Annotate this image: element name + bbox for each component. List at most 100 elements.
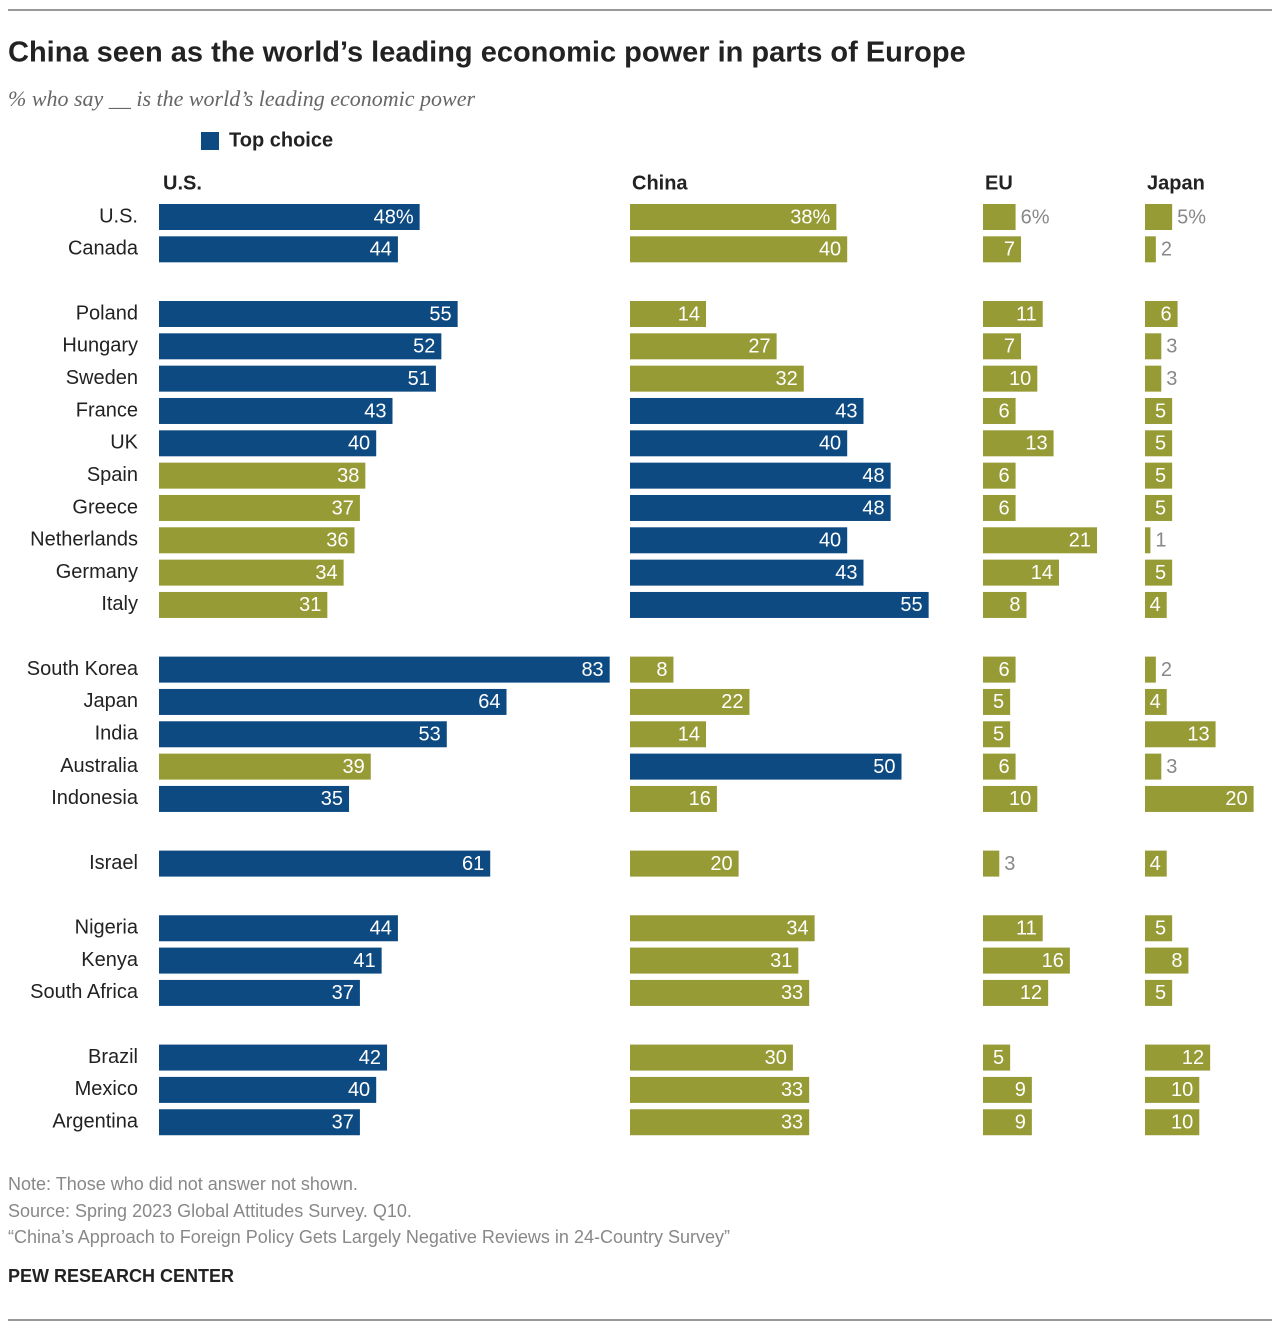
value-label: 1 xyxy=(1155,530,1166,552)
bar xyxy=(159,721,447,748)
value-label: 48 xyxy=(862,497,884,519)
value-label: 10 xyxy=(1009,368,1031,390)
bar xyxy=(1145,979,1173,1006)
category-label: Israel xyxy=(89,852,138,874)
value-label: 30 xyxy=(765,1047,787,1069)
value-label: 40 xyxy=(819,239,841,261)
bar xyxy=(630,236,848,263)
bar xyxy=(1145,397,1173,424)
category-label: Australia xyxy=(60,755,139,777)
value-label: 36 xyxy=(326,530,348,552)
category-label: Italy xyxy=(101,593,138,615)
bar xyxy=(983,430,1054,457)
bar xyxy=(159,850,491,877)
bar xyxy=(1145,947,1189,974)
value-label: 31 xyxy=(299,594,321,616)
value-label: 43 xyxy=(835,562,857,584)
value-label: 5% xyxy=(1177,206,1206,228)
bar xyxy=(159,1076,377,1103)
value-label: 20 xyxy=(1225,788,1247,810)
chart-subtitle: % who say __ is the world’s leading econ… xyxy=(8,86,475,111)
value-label: 14 xyxy=(1031,562,1053,584)
bar xyxy=(983,527,1098,554)
category-label: Mexico xyxy=(75,1078,138,1100)
bar xyxy=(1145,721,1216,748)
bar xyxy=(983,753,1016,780)
value-label: 42 xyxy=(359,1047,381,1069)
value-label: 44 xyxy=(370,239,392,261)
bar xyxy=(159,559,344,586)
panel-header: China xyxy=(632,172,688,194)
bar xyxy=(630,591,929,618)
bar xyxy=(983,204,1016,230)
value-label: 40 xyxy=(819,433,841,455)
value-label: 21 xyxy=(1069,530,1091,552)
value-label: 2 xyxy=(1161,659,1172,681)
bar xyxy=(630,1044,793,1071)
category-label: Poland xyxy=(76,302,138,324)
value-label: 48 xyxy=(862,465,884,487)
value-label: 48% xyxy=(374,206,414,228)
bar xyxy=(159,591,328,618)
bar xyxy=(159,979,360,1006)
value-label: 40 xyxy=(348,433,370,455)
category-label: Spain xyxy=(87,464,138,486)
value-label: 61 xyxy=(462,853,484,875)
bar xyxy=(630,559,864,586)
value-label: 10 xyxy=(1171,1112,1193,1134)
bar xyxy=(630,656,674,683)
panel-header: Japan xyxy=(1147,172,1205,194)
bar xyxy=(159,397,393,424)
bar xyxy=(630,688,750,715)
value-label: 6 xyxy=(998,400,1009,422)
bar xyxy=(630,947,799,974)
value-label: 55 xyxy=(900,594,922,616)
bar xyxy=(159,785,350,812)
credit: PEW RESEARCH CENTER xyxy=(8,1266,234,1286)
value-label: 9 xyxy=(1015,1079,1026,1101)
bar xyxy=(159,236,398,263)
bar xyxy=(1145,365,1162,392)
bar xyxy=(630,204,837,230)
bar xyxy=(1145,785,1254,812)
bar xyxy=(630,300,707,327)
value-label: 8 xyxy=(1171,950,1182,972)
category-label: Netherlands xyxy=(30,529,138,551)
bar xyxy=(630,527,848,554)
value-label: 6 xyxy=(998,659,1009,681)
bar xyxy=(983,397,1016,424)
bar xyxy=(630,365,804,392)
bar xyxy=(1145,1109,1200,1136)
value-label: 6 xyxy=(998,465,1009,487)
bar xyxy=(983,656,1016,683)
value-label: 39 xyxy=(343,756,365,778)
value-label: 10 xyxy=(1009,788,1031,810)
value-label: 2 xyxy=(1161,239,1172,261)
value-label: 9 xyxy=(1015,1112,1026,1134)
value-label: 3 xyxy=(1166,756,1177,778)
value-label: 41 xyxy=(353,950,375,972)
source: Source: Spring 2023 Global Attitudes Sur… xyxy=(8,1201,412,1221)
bar xyxy=(630,915,815,942)
value-label: 5 xyxy=(1155,982,1166,1004)
value-label: 6 xyxy=(998,756,1009,778)
bar xyxy=(159,527,355,554)
value-label: 44 xyxy=(370,918,392,940)
value-label: 34 xyxy=(315,562,337,584)
value-label: 3 xyxy=(1166,336,1177,358)
bar xyxy=(1145,915,1173,942)
value-label: 6% xyxy=(1021,206,1050,228)
value-label: 3 xyxy=(1166,368,1177,390)
value-label: 55 xyxy=(429,303,451,325)
value-label: 83 xyxy=(581,659,603,681)
value-label: 11 xyxy=(1016,303,1037,325)
bar xyxy=(159,462,366,489)
bar xyxy=(630,979,810,1006)
bar xyxy=(983,785,1038,812)
category-label: France xyxy=(76,399,138,421)
value-label: 5 xyxy=(1155,433,1166,455)
value-label: 3 xyxy=(1004,853,1015,875)
value-label: 5 xyxy=(1155,465,1166,487)
